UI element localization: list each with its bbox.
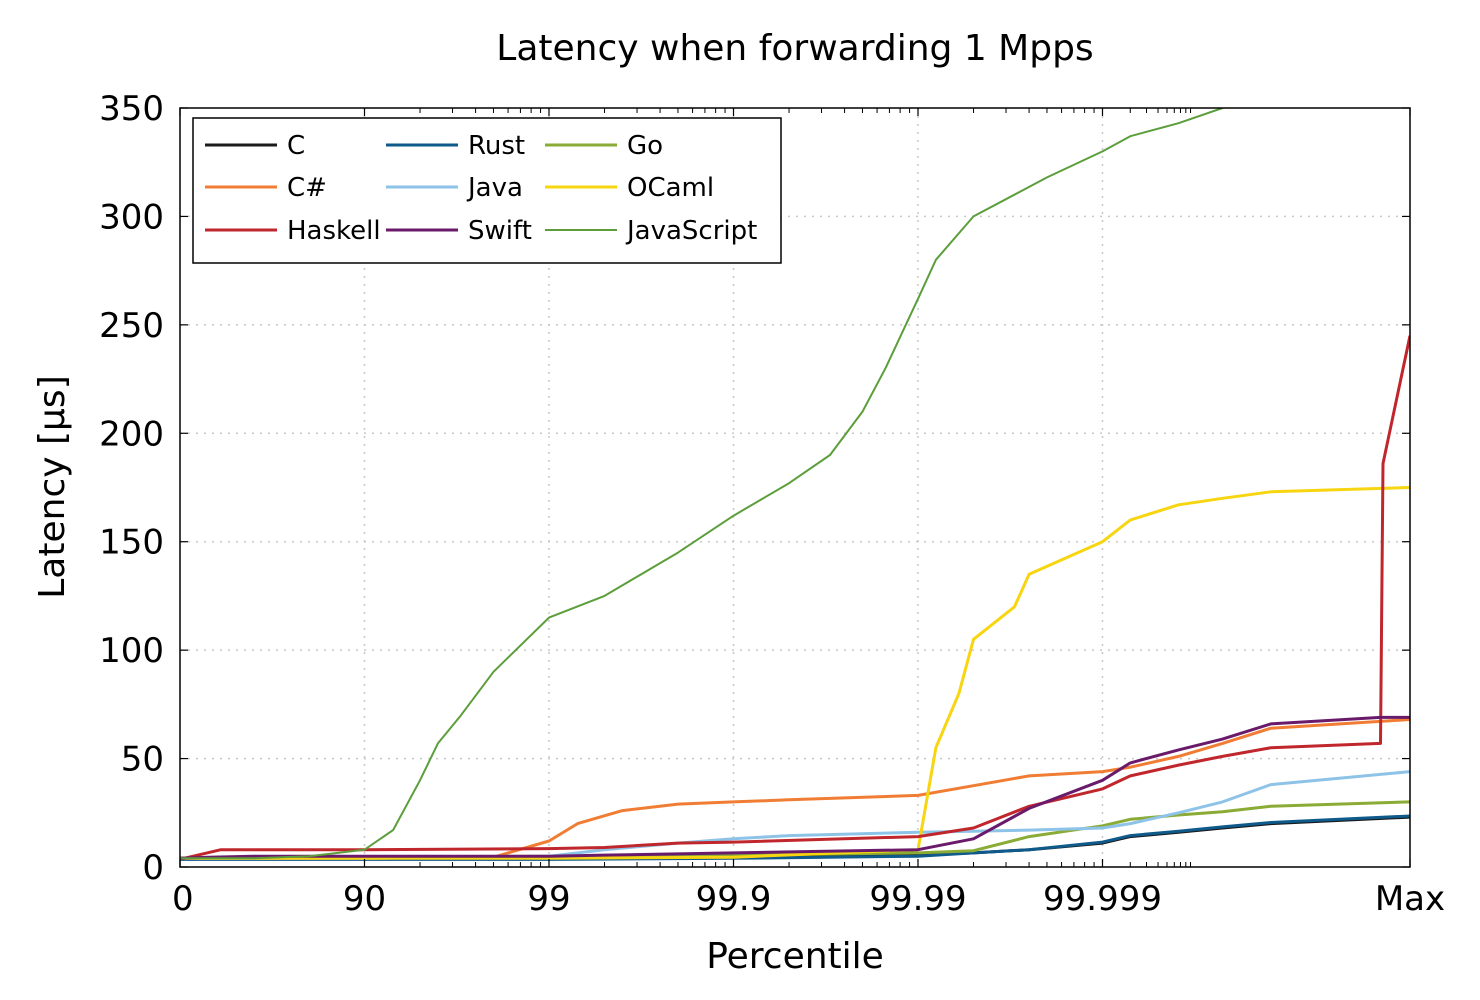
- x-tick-label: 99: [527, 879, 570, 919]
- y-tick-label: 350: [99, 89, 164, 129]
- legend-label-go: Go: [627, 131, 663, 161]
- x-tick-label: 0: [172, 879, 194, 919]
- legend-box: [192, 117, 782, 264]
- y-tick-label: 250: [99, 306, 164, 346]
- x-tick-label: 90: [343, 879, 386, 919]
- legend-label-c: C: [287, 131, 305, 161]
- legend-label-ocaml: OCaml: [627, 173, 714, 203]
- y-tick-label: 0: [142, 848, 164, 888]
- chart-title: Latency when forwarding 1 Mpps: [496, 28, 1093, 69]
- y-axis-label: Latency [μs]: [32, 375, 73, 599]
- series-line-javascript: [180, 108, 1223, 860]
- legend-label-c: C#: [287, 173, 327, 203]
- x-tick-label: 99.999: [1043, 879, 1162, 919]
- y-tick-label: 300: [99, 197, 164, 237]
- axis-ticks: 0 90 99 99.9 99.99 99.999 Max 0 50 100 150 200 250 30…: [99, 89, 1445, 919]
- legend: C C# Haskell Rust Java Swift Go OCaml JavaScript: [192, 117, 782, 264]
- y-tick-label: 200: [99, 414, 164, 454]
- series-line-swift: [180, 715, 1410, 860]
- y-tick-label: 100: [99, 631, 164, 671]
- y-tick-label: 150: [99, 523, 164, 563]
- legend-label-java: Java: [466, 173, 523, 203]
- series-lines: [180, 108, 1410, 861]
- x-axis-label: Percentile: [706, 936, 884, 977]
- legend-label-swift: Swift: [468, 216, 532, 246]
- y-tick-label: 50: [121, 740, 164, 780]
- legend-label-rust: Rust: [468, 131, 525, 161]
- legend-label-javascript: JavaScript: [625, 216, 757, 246]
- x-tick-label: 99.99: [869, 879, 966, 919]
- series-line-ocaml: [180, 486, 1410, 860]
- series-line-haskell: [180, 335, 1410, 860]
- legend-label-haskell: Haskell: [287, 216, 381, 246]
- plot-frame: [179, 107, 1411, 868]
- x-tick-label: 99.9: [696, 879, 772, 919]
- x-tick-label: Max: [1375, 879, 1445, 919]
